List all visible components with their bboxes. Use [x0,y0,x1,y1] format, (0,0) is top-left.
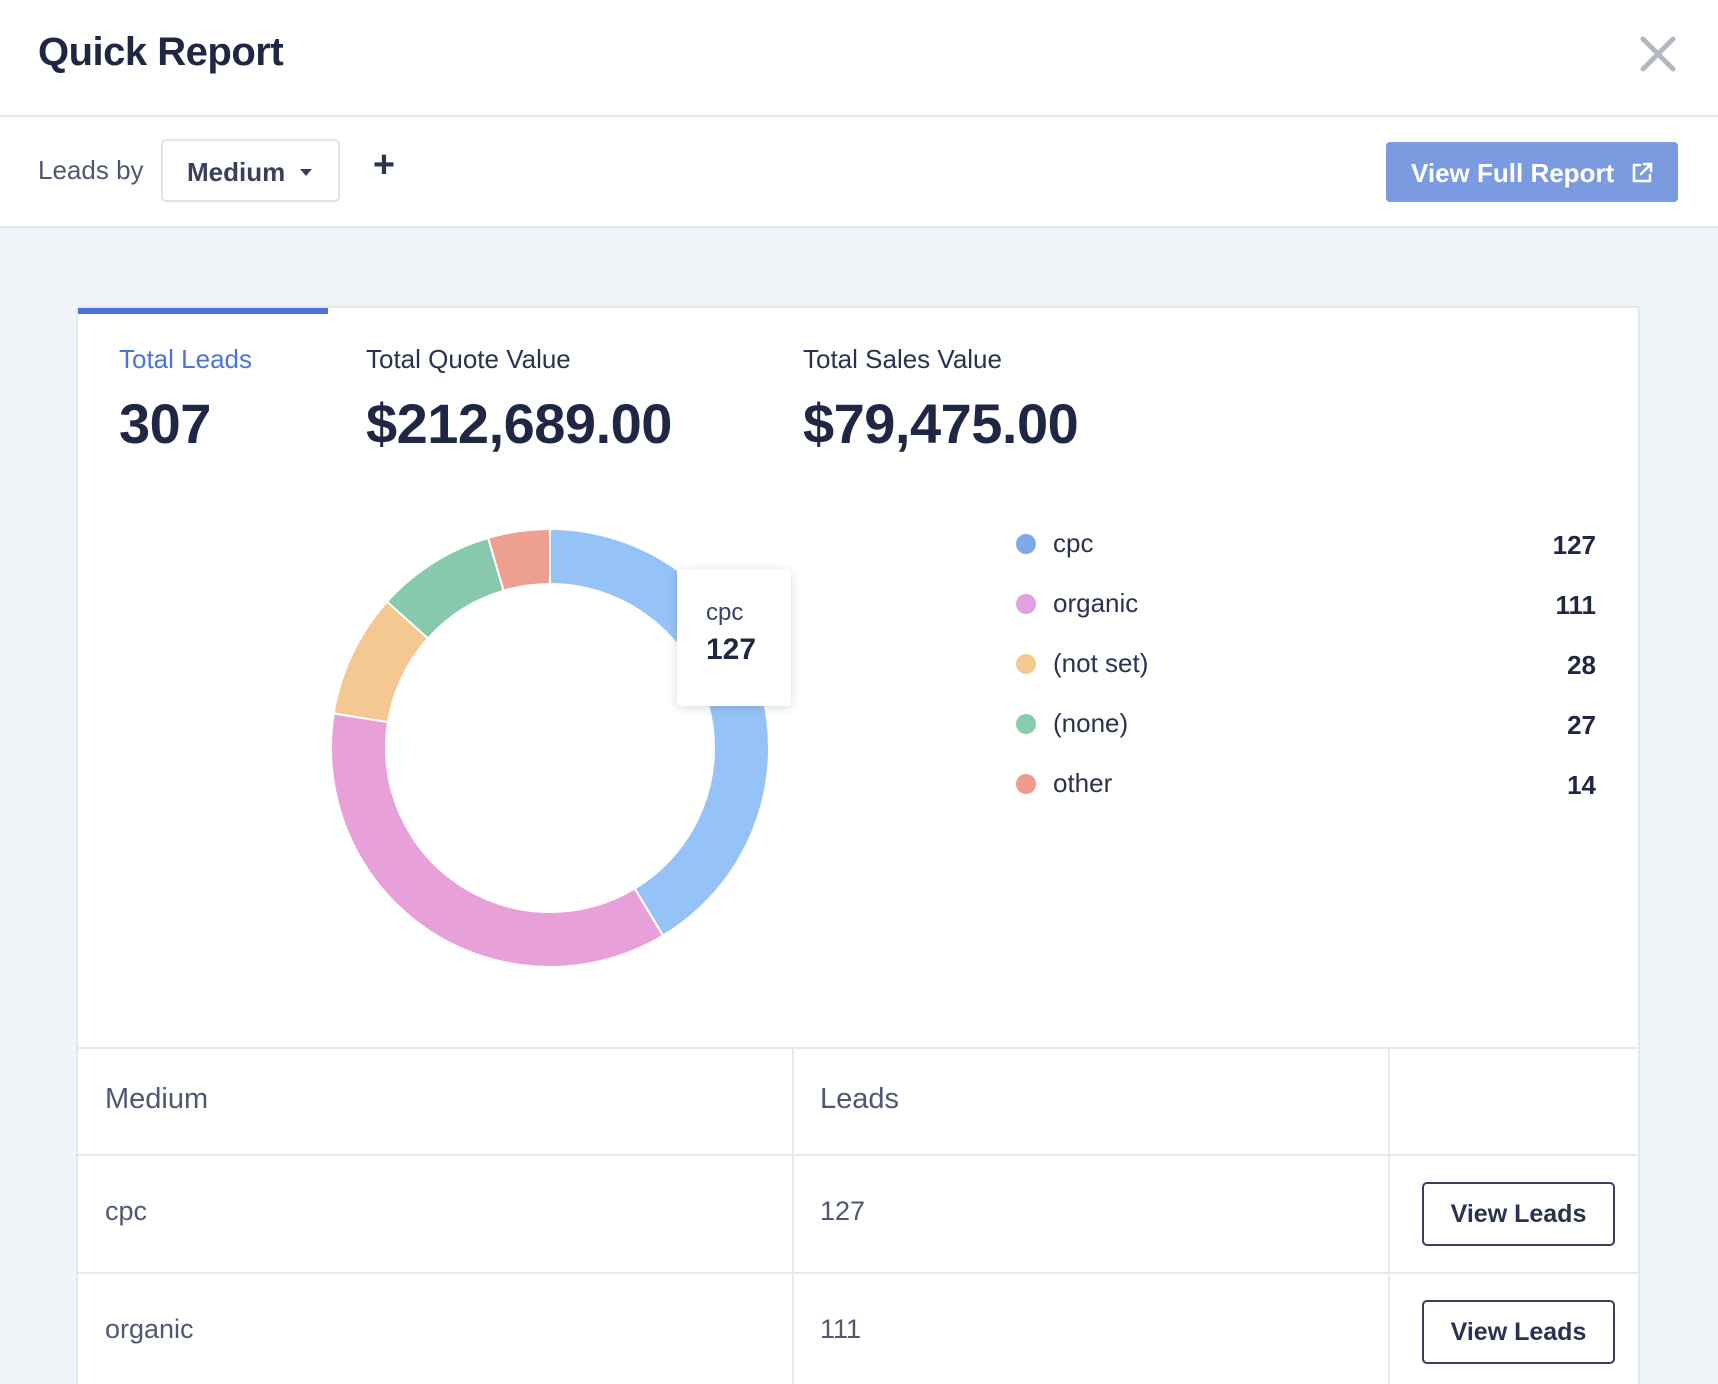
legend-label: organic [1053,588,1139,618]
metric-total-leads[interactable]: Total Leads 307 [119,344,252,456]
legend-value: 127 [1552,530,1596,560]
metric-value: $212,689.00 [366,392,672,455]
legend-item[interactable]: (none) 27 [1016,706,1596,746]
column-header-leads: Leads [820,1083,900,1115]
leads-by-label: Leads by [38,155,144,185]
legend-label: other [1053,768,1113,798]
donut-slice-organic[interactable] [330,712,665,968]
legend-value: 27 [1567,710,1596,740]
add-dimension-button[interactable]: + [372,144,396,186]
view-leads-button[interactable]: View Leads [1422,1182,1615,1246]
view-leads-button[interactable]: View Leads [1422,1300,1615,1364]
legend-item[interactable]: (not set) 28 [1016,646,1596,686]
close-icon [1640,36,1676,72]
view-full-report-button[interactable]: View Full Report [1386,142,1678,202]
tooltip-label: cpc [706,599,744,626]
tooltip-value: 127 [706,633,757,666]
legend-dot [1016,594,1036,614]
legend-value: 111 [1555,590,1596,620]
legend-label: (none) [1053,708,1129,738]
group-by-dropdown[interactable]: Medium [161,139,340,202]
donut-slice-other[interactable] [486,528,551,592]
legend-dot [1016,774,1036,794]
dropdown-value: Medium [187,157,286,187]
legend-value: 14 [1567,770,1596,800]
view-full-report-label: View Full Report [1411,158,1615,188]
cell-leads: 111 [820,1314,862,1344]
report-card: Total Leads 307 Total Quote Value $212,6… [76,306,1640,1384]
metric-value: 307 [119,392,211,455]
legend-item[interactable]: cpc 127 [1016,526,1596,566]
cell-medium: cpc [105,1196,148,1226]
legend-label: cpc [1053,528,1094,558]
metric-total-quote-value[interactable]: Total Quote Value $212,689.00 [366,344,672,456]
caret-down-icon [300,169,312,176]
cell-leads: 127 [820,1196,866,1226]
cell-medium: organic [105,1314,194,1344]
page-title: Quick Report [38,30,284,74]
chart-tooltip: cpc 127 [677,569,791,706]
active-tab-indicator [78,308,328,314]
legend-value: 28 [1567,650,1596,680]
column-divider [792,1049,794,1384]
table-top-border [78,1047,1638,1049]
metric-label: Total Sales Value [803,344,1002,374]
report-toolbar: Leads by Medium + View Full Report [0,117,1718,228]
column-divider [1388,1049,1390,1384]
metric-value: $79,475.00 [803,392,1079,455]
external-link-icon [1632,162,1653,183]
row-divider [78,1272,1638,1274]
metric-label: Total Quote Value [366,344,571,374]
legend-dot [1016,534,1036,554]
modal-header: Quick Report [0,0,1718,117]
metric-label: Total Leads [119,344,252,374]
legend-dot [1016,654,1036,674]
legend-label: (not set) [1053,648,1149,678]
close-button[interactable] [1636,32,1680,76]
column-header-medium: Medium [105,1083,209,1115]
legend-item[interactable]: other 14 [1016,766,1596,806]
legend-dot [1016,714,1036,734]
legend-item[interactable]: organic 111 [1016,586,1596,626]
metric-total-sales-value[interactable]: Total Sales Value $79,475.00 [803,344,1079,456]
row-divider [78,1154,1638,1156]
